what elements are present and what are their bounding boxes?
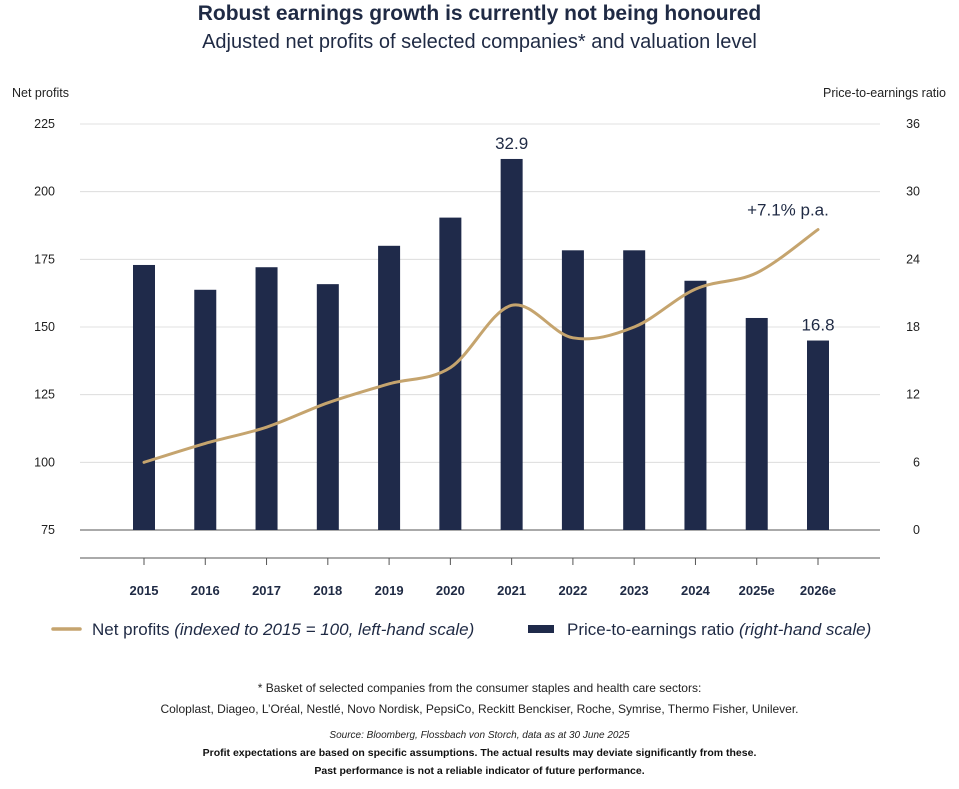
- left-tick-label: 225: [34, 117, 55, 131]
- bar: [745, 317, 768, 530]
- category-label: 2016: [191, 583, 220, 598]
- category-label: 2025e: [739, 583, 775, 598]
- category-label: 2020: [436, 583, 465, 598]
- category-label: 2021: [497, 583, 526, 598]
- annotations: 32.9 16.8 +7.1% p.a.: [495, 134, 834, 335]
- left-tick-label: 175: [34, 252, 55, 266]
- bar: [194, 289, 217, 530]
- right-tick-label: 36: [906, 117, 920, 131]
- bar: [500, 158, 523, 530]
- category-label: 2024: [681, 583, 711, 598]
- right-tick-label: 12: [906, 388, 920, 402]
- annotation-label: +7.1% p.a.: [747, 201, 829, 220]
- right-tick-label: 30: [906, 185, 920, 199]
- net-profits-line: [142, 228, 820, 464]
- bar: [561, 250, 584, 531]
- category-label: 2026e: [800, 583, 836, 598]
- legend-label-net-profits: Net profits (indexed to 2015 = 100, left…: [92, 620, 474, 639]
- bar-series: [133, 158, 829, 531]
- left-axis-label: Net profits: [12, 86, 69, 100]
- category-label: 2023: [620, 583, 649, 598]
- bar: [378, 245, 401, 531]
- right-tick-label: 24: [906, 252, 920, 266]
- bar: [684, 280, 707, 530]
- bar: [133, 264, 155, 530]
- category-label: 2015: [130, 583, 159, 598]
- disclaimer-2: Past performance is not a reliable indic…: [314, 765, 645, 777]
- left-tick-label: 75: [41, 523, 55, 537]
- line-series: [142, 228, 820, 464]
- footnote-line-2: Coloplast, Diageo, L’Oréal, Nestlé, Novo…: [160, 702, 799, 716]
- bar: [439, 217, 462, 530]
- annotation-label: 32.9: [495, 134, 528, 153]
- category-label: 2017: [252, 583, 281, 598]
- category-label: 2022: [558, 583, 587, 598]
- source-note: Source: Bloomberg, Flossbach von Storch,…: [329, 730, 630, 741]
- disclaimer-1: Profit expectations are based on specifi…: [202, 747, 757, 759]
- right-tick-label: 0: [913, 523, 920, 537]
- bar: [255, 267, 278, 530]
- axis-ticks: 225 36 200 30 175 24 150 18 125 12 100 6 75 0 2015 2016…: [34, 117, 920, 598]
- bar: [807, 340, 829, 530]
- left-tick-label: 150: [34, 320, 55, 334]
- footnote-line-1: * Basket of selected companies from the …: [257, 681, 702, 695]
- annotation-label: 16.8: [801, 316, 834, 335]
- left-tick-label: 125: [34, 388, 55, 402]
- legend-swatch-bar: [528, 625, 554, 633]
- category-label: 2019: [375, 583, 404, 598]
- left-tick-label: 200: [34, 185, 55, 199]
- chart-svg: Net profits Price-to-earnings ratio 225 3…: [12, 86, 946, 639]
- right-tick-label: 18: [906, 320, 920, 334]
- category-label: 2018: [313, 583, 342, 598]
- left-tick-label: 100: [34, 455, 55, 469]
- legend-label-pe-ratio: Price-to-earnings ratio (right-hand scal…: [567, 620, 871, 639]
- bar: [316, 284, 339, 530]
- right-axis-label: Price-to-earnings ratio: [823, 86, 946, 100]
- chart-subtitle: Adjusted net profits of selected compani…: [202, 31, 757, 53]
- right-tick-label: 6: [913, 455, 920, 469]
- legend: Net profits (indexed to 2015 = 100, left…: [51, 620, 871, 639]
- bar: [623, 250, 646, 531]
- chart-title: Robust earnings growth is currently not …: [197, 2, 762, 25]
